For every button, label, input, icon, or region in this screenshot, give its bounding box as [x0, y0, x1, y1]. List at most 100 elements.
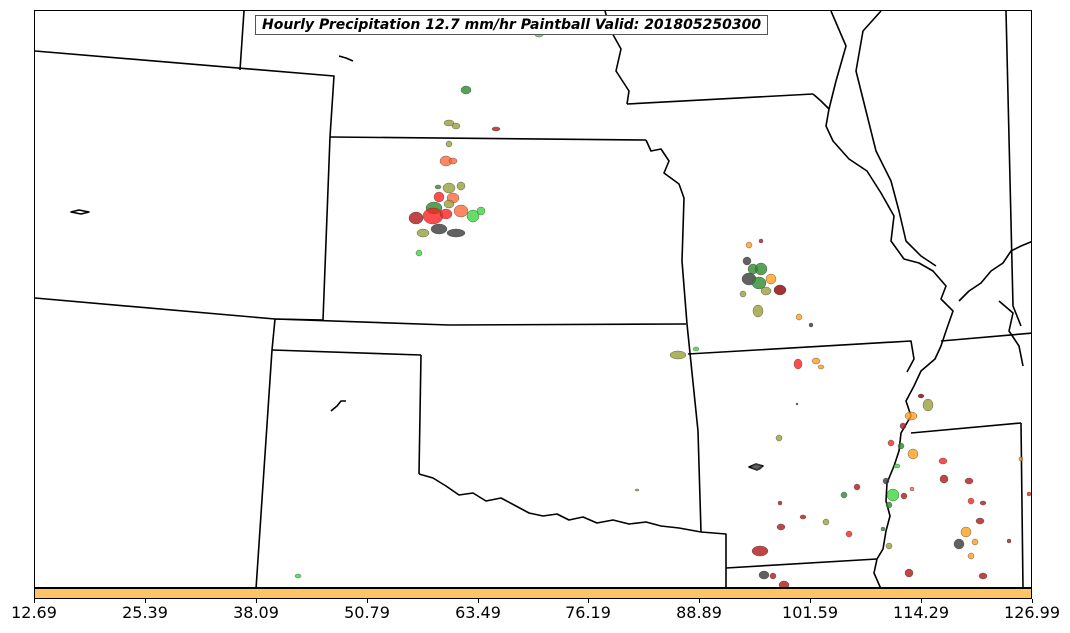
precip-paintball — [751, 276, 767, 290]
precip-paintball — [979, 500, 987, 506]
precip-paintball — [476, 206, 486, 216]
map-panel — [34, 10, 1032, 588]
state-line-nm-west — [255, 318, 276, 587]
lake-small-sd — [338, 55, 354, 62]
state-line-ut-wy — [35, 50, 335, 138]
colorbar-tick — [256, 599, 257, 603]
precip-paintball — [817, 364, 825, 370]
precip-paintball — [416, 228, 430, 238]
state-line-ok-east — [686, 323, 702, 533]
precip-paintball — [975, 517, 985, 525]
river-mississippi — [812, 93, 954, 587]
precip-paintball — [669, 350, 687, 360]
precip-paintball — [893, 463, 901, 469]
colorbar-tick-label: 50.79 — [344, 603, 390, 622]
state-line-ks-east — [645, 139, 688, 325]
precip-paintball — [456, 181, 466, 191]
precip-paintball — [909, 486, 915, 492]
precip-paintball — [769, 572, 777, 580]
colorbar-tick — [1032, 599, 1033, 603]
map-title: Hourly Precipitation 12.7 mm/hr Paintbal… — [255, 15, 769, 35]
precip-paintball — [953, 538, 965, 550]
precip-paintball — [758, 238, 764, 244]
state-line-tn-north — [940, 332, 1031, 342]
colorbar-tick-label: 25.39 — [122, 603, 168, 622]
river-lower-east — [998, 300, 1024, 367]
precip-paintball — [793, 358, 803, 370]
precip-paintball — [460, 85, 472, 95]
precip-paintball — [434, 184, 442, 190]
precip-paintball — [967, 497, 975, 505]
precip-paintball — [692, 346, 700, 352]
colorbar-tick-label: 63.49 — [455, 603, 501, 622]
precip-paintball — [742, 256, 752, 266]
precip-paintball — [751, 545, 769, 557]
precip-paintball — [886, 488, 900, 502]
state-line-ks-south — [274, 318, 687, 326]
precip-paintball — [775, 434, 783, 442]
precip-paintball — [433, 191, 445, 203]
precip-paintball — [777, 500, 783, 506]
precip-paintball — [967, 552, 975, 560]
colorbar-tick — [367, 599, 368, 603]
precip-paintball — [776, 523, 786, 531]
precip-paintball — [466, 209, 480, 223]
state-line-ms-north — [910, 422, 1022, 434]
state-line-right-edge — [1005, 11, 1022, 327]
precip-paintball — [453, 204, 469, 218]
precip-paintball — [751, 463, 763, 471]
colorbar-tick-label: 88.89 — [676, 603, 722, 622]
precip-paintball — [853, 483, 861, 491]
state-line-ms-east — [1020, 422, 1024, 587]
precip-paintball — [442, 182, 456, 194]
state-line-ar-north — [687, 340, 915, 373]
precip-paintball — [758, 570, 770, 580]
colorbar-tick-label: 126.99 — [1004, 603, 1060, 622]
colorbar-tick — [810, 599, 811, 603]
precip-paintball — [1026, 491, 1031, 497]
state-borders — [35, 11, 1031, 587]
precip-paintball — [443, 119, 455, 127]
precip-paintball — [939, 474, 949, 484]
state-line-ok-red-river — [418, 473, 702, 533]
precip-paintball — [904, 568, 914, 578]
precip-paintball — [907, 448, 919, 460]
precip-paintball — [415, 249, 423, 257]
state-line-wy-top — [239, 11, 245, 71]
precip-paintball — [422, 207, 444, 225]
precip-paintball — [845, 530, 853, 538]
precip-paintball — [451, 122, 461, 130]
colorbar-tick — [699, 599, 700, 603]
precip-paintball — [799, 514, 807, 520]
precip-paintball — [885, 542, 893, 550]
precip-paintball — [840, 491, 848, 499]
lake-small-nm — [330, 400, 346, 412]
state-line-tx-panhandle — [418, 354, 422, 475]
colorbar-tick-label: 76.19 — [565, 603, 611, 622]
precip-paintball — [448, 157, 458, 165]
colorbar-tick — [145, 599, 146, 603]
precip-paintball — [811, 357, 821, 365]
precip-paintball — [885, 501, 893, 509]
colorbar-tick-label: 38.09 — [233, 603, 279, 622]
state-line-in-east — [958, 240, 1031, 302]
precip-paintball — [752, 304, 764, 318]
state-line-nm-north — [271, 349, 422, 356]
precip-paintball — [882, 477, 890, 485]
precip-paintball — [938, 457, 948, 465]
precip-paintball — [491, 126, 501, 132]
precip-paintball — [294, 573, 302, 579]
precip-paintball — [795, 313, 803, 321]
colorbar-tick-label: 114.29 — [893, 603, 949, 622]
precip-paintball — [964, 477, 974, 485]
precipitation-paintballs — [294, 28, 1031, 587]
precip-paintball — [754, 262, 768, 276]
precip-paintball — [808, 322, 814, 328]
precip-paintball — [922, 398, 934, 412]
precip-paintball — [795, 402, 799, 406]
precip-paintball — [430, 223, 448, 235]
colorbar-tick — [921, 599, 922, 603]
state-line-mo-north — [626, 93, 814, 105]
precip-paintball — [634, 488, 640, 492]
precip-paintball — [822, 518, 830, 526]
